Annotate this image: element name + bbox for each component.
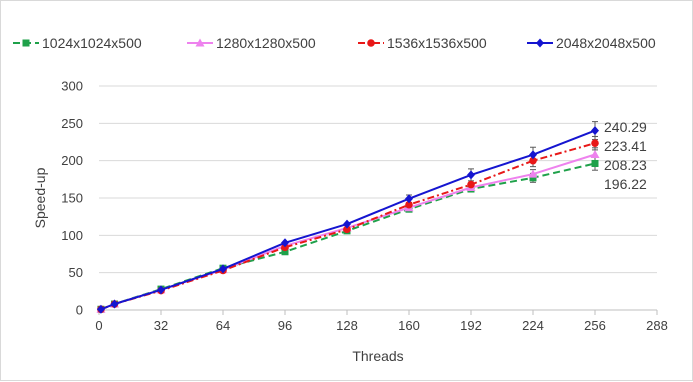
- x-tick-label: 224: [522, 318, 544, 333]
- data-point-1536x1536x500: [591, 139, 599, 147]
- x-tick-label: 32: [154, 318, 168, 333]
- x-tick-label: 96: [278, 318, 292, 333]
- legend-label: 1280x1280x500: [216, 35, 316, 51]
- data-point-2048x2048x500: [405, 194, 413, 204]
- series-line-1024x1024x500: [100, 162, 596, 311]
- x-tick-label: 128: [336, 318, 358, 333]
- y-tick-label: 100: [61, 228, 83, 243]
- y-tick-label: 250: [61, 116, 83, 131]
- series-line-1536x1536x500: [100, 142, 596, 311]
- end-value-label: 208.23: [604, 157, 647, 173]
- data-point-1280x1280x500: [528, 169, 538, 178]
- data-point-2048x2048x500: [529, 150, 537, 160]
- y-tick-label: 300: [61, 79, 83, 94]
- data-point-1536x1536x500: [529, 156, 537, 165]
- data-point-2048x2048x500: [219, 264, 227, 274]
- data-point-1024x1024x500: [281, 248, 289, 256]
- legend-marker-1536x1536x500: [367, 39, 375, 47]
- x-tick-label: 192: [460, 318, 482, 333]
- data-point-2048x2048x500: [343, 219, 351, 229]
- legend-marker-1024x1024x500: [22, 39, 30, 47]
- legend-label: 1536x1536x500: [387, 35, 487, 51]
- y-tick-label: 50: [69, 265, 83, 280]
- data-point-1536x1536x500: [467, 180, 475, 189]
- data-point-2048x2048x500: [110, 299, 119, 309]
- y-axis-title: Speed-up: [32, 167, 48, 228]
- end-value-label: 196.22: [604, 176, 647, 192]
- data-point-1536x1536x500: [343, 225, 351, 234]
- x-tick-label: 256: [584, 318, 606, 333]
- data-point-1536x1536x500: [405, 200, 413, 209]
- legend-label: 1024x1024x500: [42, 35, 142, 51]
- series-line-2048x2048x500: [100, 129, 596, 311]
- y-tick-label: 200: [61, 153, 83, 168]
- end-value-label: 223.41: [604, 138, 647, 154]
- data-point-2048x2048x500: [157, 285, 165, 295]
- data-point-2048x2048x500: [591, 126, 599, 136]
- data-point-1280x1280x500: [590, 150, 600, 159]
- x-tick-label: 64: [216, 318, 230, 333]
- y-tick-label: 0: [76, 303, 83, 318]
- x-tick-label: 288: [646, 318, 668, 333]
- data-point-2048x2048x500: [467, 170, 475, 180]
- data-point-1024x1024x500: [591, 159, 599, 167]
- legend-marker-1280x1280x500: [195, 38, 205, 47]
- data-point-1024x1024x500: [529, 174, 537, 182]
- legend-marker-2048x2048x500: [536, 38, 544, 48]
- x-tick-label: 0: [95, 318, 102, 333]
- x-axis-title: Threads: [352, 348, 403, 364]
- end-value-label: 240.29: [604, 119, 647, 135]
- y-tick-label: 150: [61, 191, 83, 206]
- x-tick-label: 160: [398, 318, 420, 333]
- data-point-2048x2048x500: [281, 238, 289, 248]
- data-point-2048x2048x500: [96, 304, 105, 314]
- legend-label: 2048x2048x500: [556, 35, 656, 51]
